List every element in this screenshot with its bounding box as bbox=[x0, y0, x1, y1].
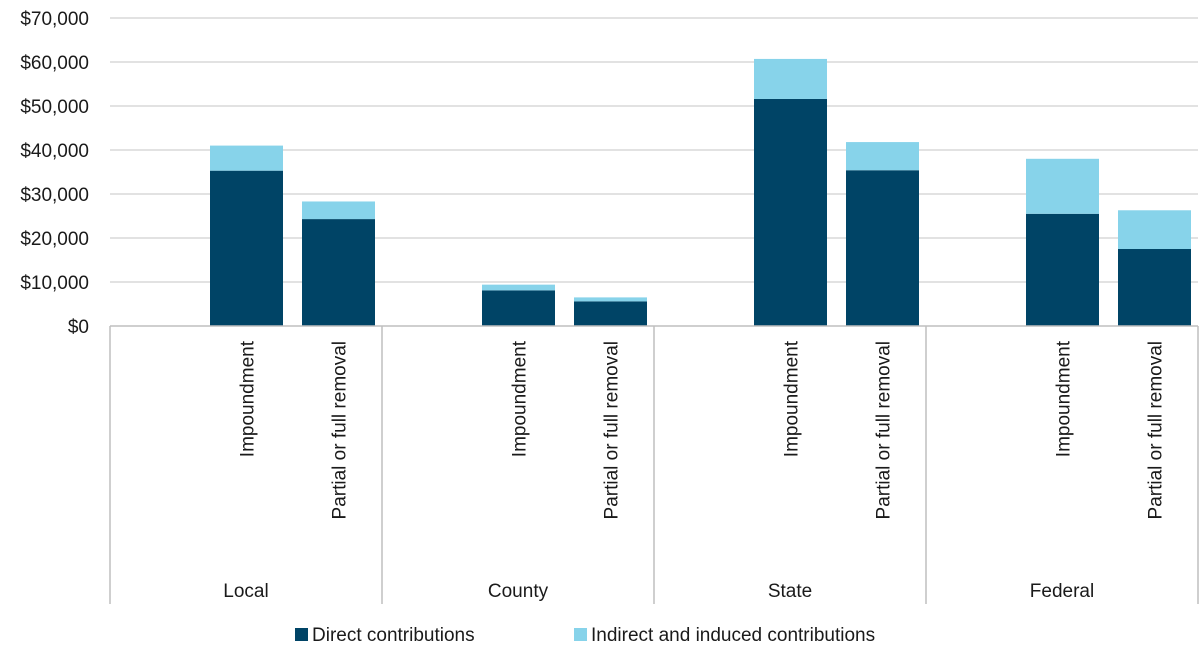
bar-segment-indirect bbox=[210, 145, 283, 171]
x-group-label: Federal bbox=[1030, 581, 1094, 602]
y-tick-label: $60,000 bbox=[20, 53, 89, 74]
x-axis-group-labels: Local County State Federal bbox=[223, 581, 1094, 602]
bar-segment-direct bbox=[846, 170, 919, 326]
legend-swatch bbox=[295, 628, 308, 641]
bar-segment-direct bbox=[1026, 213, 1099, 326]
x-category-label: Partial or full removal bbox=[874, 341, 895, 519]
gridlines bbox=[110, 17, 1198, 283]
bar-segment-indirect bbox=[754, 58, 827, 99]
x-group-label: County bbox=[488, 581, 549, 602]
x-category-label: Impoundment bbox=[1054, 340, 1075, 457]
y-tick-label: $30,000 bbox=[20, 185, 89, 206]
bars bbox=[210, 58, 1191, 327]
legend-label: Direct contributions bbox=[312, 625, 475, 646]
bar-segment-indirect bbox=[574, 297, 647, 302]
bar-segment-direct bbox=[302, 219, 375, 326]
bar-segment-indirect bbox=[846, 142, 919, 171]
x-category-label: Impoundment bbox=[782, 340, 803, 457]
y-tick-label: $40,000 bbox=[20, 141, 89, 162]
y-tick-label: $20,000 bbox=[20, 229, 89, 250]
x-category-label: Impoundment bbox=[238, 340, 259, 457]
bar-segment-indirect bbox=[1118, 210, 1191, 249]
legend-swatch bbox=[574, 628, 587, 641]
bar-segment-direct bbox=[754, 98, 827, 327]
bar-segment-indirect bbox=[1026, 158, 1099, 214]
y-tick-label: $70,000 bbox=[20, 9, 89, 30]
bar-segment-direct bbox=[482, 290, 555, 326]
bar-segment-direct bbox=[1118, 249, 1191, 326]
y-tick-label: $10,000 bbox=[20, 273, 89, 294]
bar-segment-direct bbox=[210, 170, 283, 326]
legend: Direct contributions Indirect and induced… bbox=[295, 625, 875, 646]
x-category-label: Partial or full removal bbox=[602, 341, 623, 519]
x-category-label: Impoundment bbox=[510, 340, 531, 457]
bar-segment-direct bbox=[574, 301, 647, 326]
x-group-label: Local bbox=[223, 581, 268, 602]
x-category-label: Partial or full removal bbox=[1146, 341, 1167, 519]
bar-segment-indirect bbox=[302, 201, 375, 220]
x-group-label: State bbox=[768, 581, 812, 602]
legend-label: Indirect and induced contributions bbox=[591, 625, 875, 646]
axes bbox=[109, 325, 1199, 604]
x-axis-category-labels: Impoundment Partial or full removal Impoun… bbox=[238, 340, 1167, 519]
y-tick-label: $0 bbox=[68, 317, 89, 338]
bar-segment-indirect bbox=[482, 284, 555, 291]
y-tick-label: $50,000 bbox=[20, 97, 89, 118]
x-category-label: Partial or full removal bbox=[330, 341, 351, 519]
y-axis-tick-labels: $0 $10,000 $20,000 $30,000 $40,000 $50,000 $60… bbox=[20, 9, 89, 338]
